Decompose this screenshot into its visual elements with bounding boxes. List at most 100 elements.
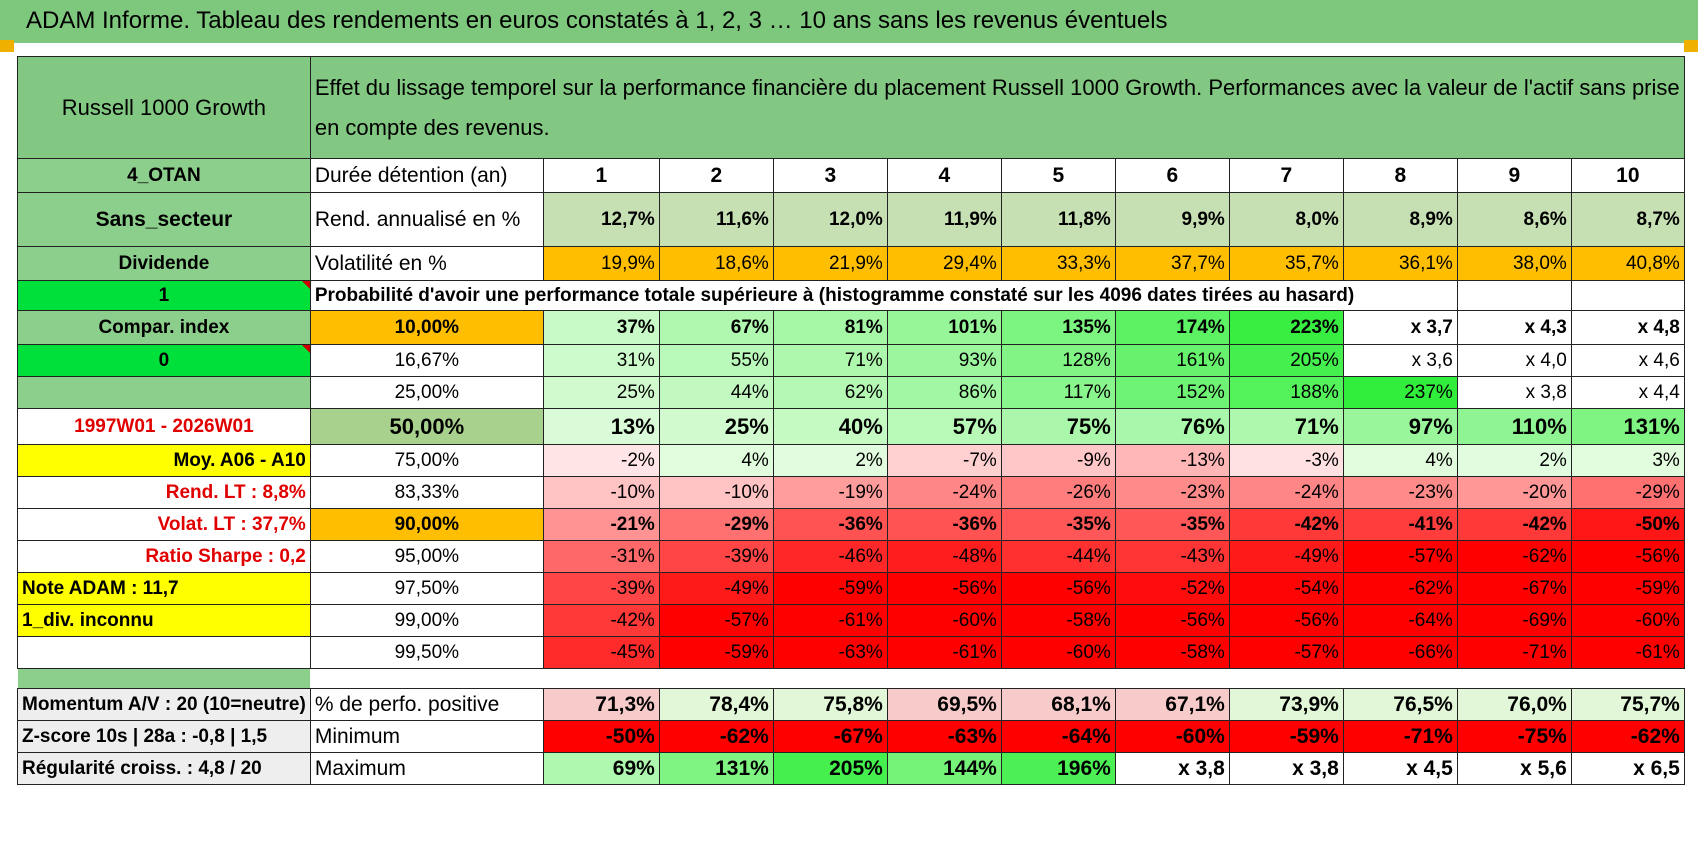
probability-row: 1997W01 - 2026W01 50,00% 13% 25% 40% 57% 75% 76… — [17, 408, 1685, 445]
probability-value: -10% — [658, 476, 774, 509]
minimum-row: Z-score 10s | 28a : -0,8 | 1,5 Minimum -50… — [17, 720, 1685, 753]
side-label: Ratio Sharpe : 0,2 — [17, 540, 311, 573]
minimum-cell: -59% — [1228, 720, 1344, 753]
probability-value: -69% — [1456, 604, 1572, 637]
probability-value: 101% — [886, 310, 1002, 345]
probability-value: -42% — [542, 604, 660, 637]
probability-value: -45% — [542, 636, 660, 669]
probability-value: 2% — [772, 444, 888, 477]
spacer-row — [17, 668, 1685, 689]
probability-value: 71% — [1228, 408, 1344, 445]
corner-marker-left — [0, 40, 14, 52]
probability-value: -56% — [1570, 540, 1685, 573]
report-title: ADAM Informe. Tableau des rendements en … — [26, 7, 1168, 34]
positive-cell: 69,5% — [886, 688, 1002, 721]
indicator-label: Z-score 10s | 28a : -0,8 | 1,5 — [17, 720, 311, 753]
probability-value: -60% — [1000, 636, 1116, 669]
side-label — [17, 376, 311, 409]
maximum-cell: 144% — [886, 752, 1002, 785]
probability-value: -50% — [1570, 508, 1685, 541]
volatility-cell: 29,4% — [886, 246, 1002, 281]
probability-value: -42% — [1456, 508, 1572, 541]
probability-row: Ratio Sharpe : 0,2 95,00% -31% -39% -46% -48%… — [17, 540, 1685, 573]
maximum-cell: 205% — [772, 752, 888, 785]
probability-value: -48% — [886, 540, 1002, 573]
side-label: Rend. LT : 8,8% — [17, 476, 311, 509]
probability-value: 4% — [1342, 444, 1458, 477]
maximum-cell: x 3,8 — [1228, 752, 1344, 785]
volatility-cell: 21,9% — [772, 246, 888, 281]
title-banner: ADAM Informe. Tableau des rendements en … — [0, 0, 1698, 43]
probability-value: 86% — [886, 376, 1002, 409]
maximum-cell: 69% — [542, 752, 660, 785]
positive-cell: 73,9% — [1228, 688, 1344, 721]
side-label: Note ADAM : 11,7 — [17, 572, 311, 605]
spacer-empty — [310, 669, 1684, 689]
probability-value: -61% — [772, 604, 888, 637]
maximum-cell: x 4,5 — [1342, 752, 1458, 785]
header-row: Russell 1000 Growth Effet du lissage temp… — [17, 56, 1685, 159]
minimum-cell: -67% — [772, 720, 888, 753]
table-body: Russell 1000 Growth Effet du lissage temp… — [17, 56, 1685, 785]
probability-value: 188% — [1228, 376, 1344, 409]
probability-value: 110% — [1456, 408, 1572, 445]
rendement-cell: 12,7% — [542, 192, 660, 247]
probability-value: -13% — [1114, 444, 1230, 477]
maximum-cell: x 3,8 — [1114, 752, 1230, 785]
probability-row: Rend. LT : 8,8% 83,33% -10% -10% -19% -24% -26… — [17, 476, 1685, 509]
volatility-cell: 36,1% — [1342, 246, 1458, 281]
duration-header: 7 — [1228, 158, 1344, 193]
corner-marker-right — [1684, 40, 1698, 52]
probability-label: Probabilité d'avoir une performance tota… — [309, 280, 1458, 311]
threshold-cell: 75,00% — [309, 444, 544, 477]
probability-value: 97% — [1342, 408, 1458, 445]
threshold-cell: 90,00% — [309, 508, 544, 541]
probability-value: -62% — [1342, 572, 1458, 605]
probability-value: 4% — [658, 444, 774, 477]
side-label: Moy. A06 - A10 — [17, 444, 311, 477]
empty-cell — [1570, 280, 1685, 311]
probability-value: -9% — [1000, 444, 1116, 477]
probability-value: -56% — [1114, 604, 1230, 637]
volatility-cell: 38,0% — [1456, 246, 1572, 281]
positive-cell: 75,8% — [772, 688, 888, 721]
volatility-cell: 40,8% — [1570, 246, 1685, 281]
probability-value: -2% — [542, 444, 660, 477]
probability-value: 71% — [772, 344, 888, 377]
probability-value: -46% — [772, 540, 888, 573]
probability-row: 99,50% -45% -59% -63% -61% -60% -58% -57% -66% -7… — [17, 636, 1685, 669]
rendement-row: Sans_secteur Rend. annualisé en % 12,7% 11,… — [17, 192, 1685, 247]
probability-value: x 4,4 — [1570, 376, 1685, 409]
probability-value: -49% — [1228, 540, 1344, 573]
positive-label: % de perfo. positive — [309, 688, 544, 721]
probability-value: 57% — [886, 408, 1002, 445]
probability-value: -31% — [542, 540, 660, 573]
probability-value: -66% — [1342, 636, 1458, 669]
side-label — [17, 636, 311, 669]
positive-cell: 67,1% — [1114, 688, 1230, 721]
minimum-cell: -62% — [1570, 720, 1685, 753]
indicator-label: Momentum A/V : 20 (10=neutre) — [17, 688, 311, 721]
probability-value: -3% — [1228, 444, 1344, 477]
duration-header: 8 — [1342, 158, 1458, 193]
rendement-cell: 12,0% — [772, 192, 888, 247]
probability-value: -67% — [1456, 572, 1572, 605]
probability-value: 161% — [1114, 344, 1230, 377]
threshold-cell: 50,00% — [309, 408, 544, 445]
probability-value: 205% — [1228, 344, 1344, 377]
duration-header: 6 — [1114, 158, 1230, 193]
probability-value: -59% — [1570, 572, 1685, 605]
probability-value: -58% — [1114, 636, 1230, 669]
probability-value: -20% — [1456, 476, 1572, 509]
volatility-cell: 33,3% — [1000, 246, 1116, 281]
probability-value: x 3,8 — [1456, 376, 1572, 409]
probability-value: 223% — [1228, 310, 1344, 345]
probability-value: 25% — [658, 408, 774, 445]
probability-value: 44% — [658, 376, 774, 409]
probability-value: x 3,6 — [1342, 344, 1458, 377]
probability-row: 1_div. inconnu 99,00% -42% -57% -61% -60% -58%… — [17, 604, 1685, 637]
probability-value: -21% — [542, 508, 660, 541]
probability-value: 25% — [542, 376, 660, 409]
probability-value: -60% — [886, 604, 1002, 637]
positive-cell: 76,5% — [1342, 688, 1458, 721]
